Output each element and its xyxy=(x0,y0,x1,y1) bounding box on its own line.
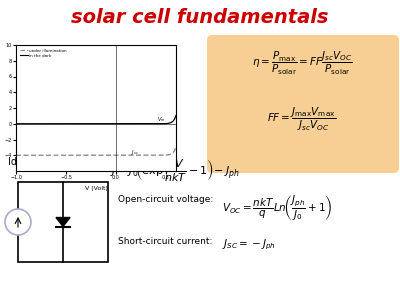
Text: $\eta = \dfrac{P_{\max}}{P_{\mathrm{solar}}} = FF\dfrac{J_{sc}V_{OC}}{P_{\mathrm: $\eta = \dfrac{P_{\max}}{P_{\mathrm{sola… xyxy=(252,50,352,77)
Text: $J = J_0\!\left(\exp\dfrac{qV}{nkT}-1\right)\!-J_{ph}$: $J = J_0\!\left(\exp\dfrac{qV}{nkT}-1\ri… xyxy=(110,157,240,183)
Text: Short-circuit current:: Short-circuit current: xyxy=(118,237,212,246)
Text: $FF = \dfrac{J_{\max}V_{\max}}{J_{sc}V_{OC}}$: $FF = \dfrac{J_{\max}V_{\max}}{J_{sc}V_{… xyxy=(268,106,336,133)
FancyBboxPatch shape xyxy=(207,35,399,173)
Circle shape xyxy=(5,209,31,235)
Text: Open-circuit voltage:: Open-circuit voltage: xyxy=(118,195,213,204)
X-axis label: V (Volt): V (Volt) xyxy=(84,186,108,191)
Text: Ideal solar cell:: Ideal solar cell: xyxy=(8,157,82,167)
Legend: under illumination, in the dark: under illumination, in the dark xyxy=(18,47,69,59)
Polygon shape xyxy=(56,218,70,226)
Text: solar cell fundamentals: solar cell fundamentals xyxy=(71,8,329,27)
Text: $V_m$: $V_m$ xyxy=(157,116,165,124)
Text: $J_{sc}$: $J_{sc}$ xyxy=(131,148,139,157)
Text: $V_{OC} = \dfrac{nkT}{q}Ln\!\left(\dfrac{J_{ph}}{J_0}+1\right)$: $V_{OC} = \dfrac{nkT}{q}Ln\!\left(\dfrac… xyxy=(222,193,332,222)
Text: $J_{SC} = -J_{ph}$: $J_{SC} = -J_{ph}$ xyxy=(222,238,276,252)
